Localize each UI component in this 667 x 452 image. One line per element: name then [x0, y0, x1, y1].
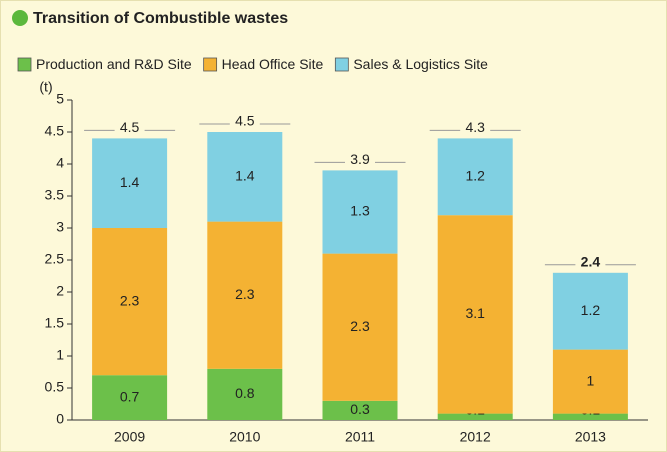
bar-segment [92, 375, 168, 420]
data-label: 3.1 [465, 305, 485, 321]
chart-title: Transition of Combustible wastes [33, 10, 288, 27]
y-tick-label: 4 [56, 155, 64, 171]
total-label: 3.9 [350, 151, 370, 167]
y-tick-label: 2 [56, 283, 64, 299]
bar-segment [207, 368, 283, 420]
data-label: 2.3 [350, 318, 370, 334]
x-tick-label: 2010 [229, 429, 260, 445]
legend-label: Production and R&D Site [36, 56, 192, 72]
total-label: 4.5 [235, 113, 255, 129]
bar-segment [322, 253, 398, 401]
data-label: 0.7 [120, 388, 140, 404]
bar-segment [552, 413, 628, 420]
data-label: 1.2 [465, 168, 485, 184]
bar-segment [207, 221, 283, 369]
legend-label: Head Office Site [222, 56, 324, 72]
y-tick-label: 0 [56, 411, 64, 427]
total-label: 2.4 [581, 254, 601, 270]
x-tick-label: 2012 [460, 429, 491, 445]
data-label: 0.3 [350, 401, 370, 417]
legend-swatch [334, 57, 349, 72]
data-label: 1.4 [120, 174, 140, 190]
bar-segment [437, 413, 513, 420]
y-tick-label: 5 [56, 91, 64, 107]
legend-swatch [203, 57, 218, 72]
y-axis-label: (t) [39, 79, 52, 95]
y-tick-label: 4.5 [45, 123, 65, 139]
bar-segment [322, 400, 398, 420]
bar-segment [552, 349, 628, 414]
total-label-bg [229, 114, 260, 130]
y-tick-label: 2.5 [45, 251, 65, 267]
data-label: 1.3 [350, 203, 370, 219]
data-label: 1.4 [235, 168, 255, 184]
bar-segment [552, 272, 628, 350]
total-label-bg [460, 120, 491, 137]
data-label: 2.3 [235, 286, 255, 302]
total-label: 4.3 [465, 119, 485, 135]
bar-segment [437, 215, 513, 414]
bar-segment [437, 138, 513, 216]
y-tick-label: 3.5 [45, 187, 65, 203]
total-label-bg [575, 254, 606, 271]
y-tick-label: 3 [56, 219, 64, 235]
x-tick-label: 2013 [575, 429, 606, 445]
data-label: 2.3 [120, 292, 140, 308]
y-tick-label: 1.5 [45, 315, 65, 331]
x-tick-label: 2009 [114, 429, 145, 445]
legend-swatch [17, 57, 32, 72]
data-label: 1.2 [581, 302, 601, 318]
y-tick-label: 0.5 [45, 379, 65, 395]
bar-segment [322, 170, 398, 254]
data-label: 0.8 [235, 385, 255, 401]
bar-segment [92, 228, 168, 376]
bar-segment [92, 138, 168, 228]
total-label: 4.5 [120, 119, 140, 135]
x-tick-label: 2011 [345, 429, 375, 445]
y-tick-label: 1 [56, 347, 64, 363]
total-label-bg [345, 152, 375, 169]
title-bullet [12, 10, 28, 26]
total-label-bg [114, 120, 145, 137]
legend-label: Sales & Logistics Site [353, 56, 488, 72]
data-label: 1 [587, 372, 595, 388]
bar-segment [207, 132, 283, 222]
